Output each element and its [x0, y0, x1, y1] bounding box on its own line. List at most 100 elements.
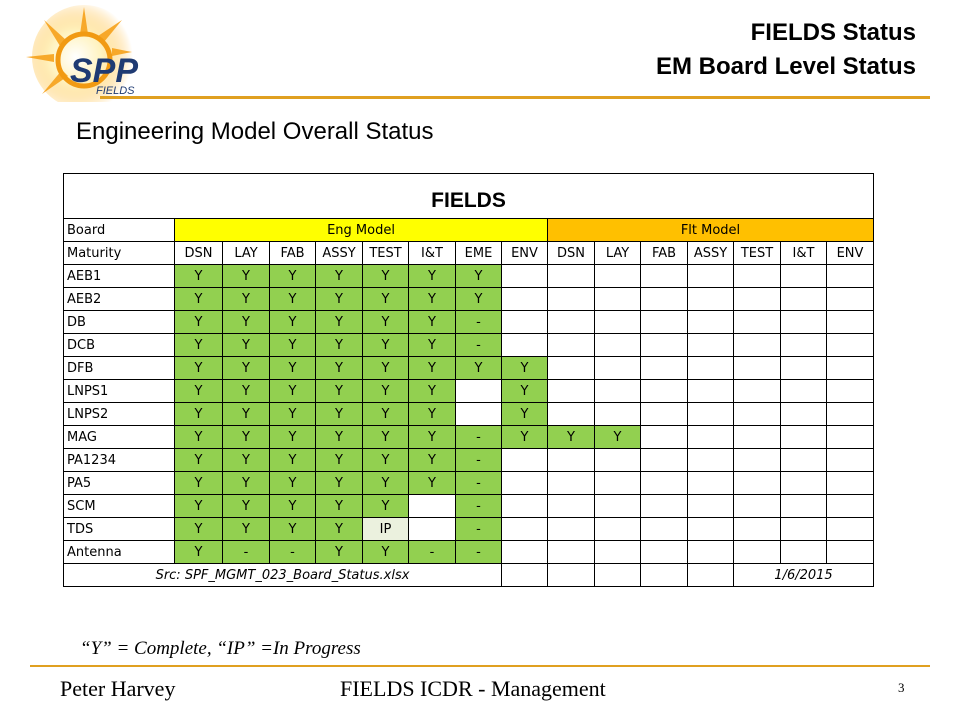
table-row: LNPS2 Y Y Y Y Y Y Y — [63, 402, 874, 426]
maturity-col-header: FAB — [640, 241, 688, 265]
spp-fields-logo: SPP FIELDS — [14, 2, 204, 109]
status-cell — [780, 494, 827, 518]
status-cell: Y — [362, 333, 409, 357]
header-title-line2: EM Board Level Status — [655, 53, 916, 80]
table-title: FIELDS — [63, 184, 874, 219]
status-cell: Y — [362, 287, 409, 311]
board-name-cell: DB — [63, 310, 175, 334]
board-name-cell: LNPS2 — [63, 402, 175, 426]
status-cell — [780, 356, 827, 380]
status-cell — [687, 517, 734, 541]
status-cell: Y — [269, 379, 316, 403]
status-cell — [780, 287, 827, 311]
maturity-header-row: Maturity DSN LAY FAB ASSY TEST I&T EME ENV DSN LA… — [63, 241, 874, 265]
maturity-col-header: ENV — [501, 241, 548, 265]
status-cell: Y — [315, 425, 363, 449]
status-cell: Y — [174, 264, 223, 288]
table-title-row: FIELDS — [63, 184, 874, 219]
status-cell — [826, 471, 874, 495]
status-cell: Y — [408, 379, 456, 403]
status-cell — [594, 517, 641, 541]
maturity-col-header: ASSY — [687, 241, 734, 265]
status-cell: - — [455, 540, 502, 564]
status-cell — [640, 471, 688, 495]
status-cell: Y — [222, 333, 270, 357]
status-cell: Y — [269, 402, 316, 426]
status-cell — [687, 448, 734, 472]
status-cell: Y — [362, 425, 409, 449]
status-cell — [687, 379, 734, 403]
empty-cell — [687, 563, 734, 587]
status-cell: Y — [315, 310, 363, 334]
status-cell: Y — [174, 379, 223, 403]
status-cell: - — [455, 333, 502, 357]
status-cell: Y — [269, 264, 316, 288]
status-cell: Y — [315, 471, 363, 495]
status-cell — [640, 425, 688, 449]
header-title-line1: FIELDS Status — [750, 19, 916, 46]
status-cell — [733, 356, 781, 380]
table-row: TDS Y Y Y Y IP - — [63, 517, 874, 541]
status-cell: Y — [362, 264, 409, 288]
status-cell: Y — [174, 310, 223, 334]
status-cell — [733, 540, 781, 564]
status-cell — [687, 333, 734, 357]
status-cell: Y — [408, 310, 456, 334]
status-cell: - — [455, 310, 502, 334]
status-cell: Y — [174, 517, 223, 541]
status-cell — [687, 310, 734, 334]
board-name-cell: TDS — [63, 517, 175, 541]
status-cell: Y — [269, 310, 316, 334]
footer-title: FIELDS ICDR - Management — [340, 676, 606, 701]
status-cell — [687, 494, 734, 518]
status-cell — [640, 356, 688, 380]
board-name-cell: MAG — [63, 425, 175, 449]
status-cell: Y — [222, 264, 270, 288]
status-cell — [826, 379, 874, 403]
status-cell — [826, 517, 874, 541]
status-cell — [687, 402, 734, 426]
svg-text:SPP: SPP — [70, 52, 138, 90]
slide-subtitle: Engineering Model Overall Status — [76, 118, 434, 145]
table-row: DFB Y Y Y Y Y Y Y Y — [63, 356, 874, 380]
status-cell — [826, 356, 874, 380]
maturity-col-header: I&T — [780, 241, 827, 265]
status-cell: Y — [501, 425, 548, 449]
status-cell: Y — [408, 333, 456, 357]
status-cell — [780, 517, 827, 541]
status-cell: Y — [501, 356, 548, 380]
status-cell: Y — [408, 425, 456, 449]
status-cell — [640, 494, 688, 518]
status-cell: - — [455, 494, 502, 518]
status-cell: - — [222, 540, 270, 564]
status-cell — [687, 540, 734, 564]
maturity-col-header: DSN — [547, 241, 595, 265]
source-file-label: Src: SPF_MGMT_023_Board_Status.xlsx — [63, 563, 502, 587]
board-status-table: FIELDS Board Eng Model Flt Model Maturit… — [63, 173, 874, 587]
status-cell: Y — [501, 379, 548, 403]
status-cell — [780, 540, 827, 564]
status-cell — [547, 540, 595, 564]
board-name-cell: AEB2 — [63, 287, 175, 311]
status-cell — [501, 310, 548, 334]
status-cell — [780, 333, 827, 357]
status-cell: Y — [222, 287, 270, 311]
maturity-col-header: I&T — [408, 241, 456, 265]
status-cell — [547, 356, 595, 380]
status-cell — [826, 402, 874, 426]
status-cell: Y — [362, 448, 409, 472]
board-name-cell: LNPS1 — [63, 379, 175, 403]
status-cell: Y — [315, 356, 363, 380]
table-row: AEB2 Y Y Y Y Y Y Y — [63, 287, 874, 311]
status-cell: Y — [222, 494, 270, 518]
status-cell — [547, 310, 595, 334]
status-cell — [826, 425, 874, 449]
status-cell: Y — [174, 448, 223, 472]
board-name-cell: AEB1 — [63, 264, 175, 288]
maturity-col-header: ENV — [826, 241, 874, 265]
status-cell — [733, 471, 781, 495]
status-cell: - — [269, 540, 316, 564]
status-cell: Y — [315, 379, 363, 403]
status-cell: Y — [315, 333, 363, 357]
status-cell — [594, 471, 641, 495]
